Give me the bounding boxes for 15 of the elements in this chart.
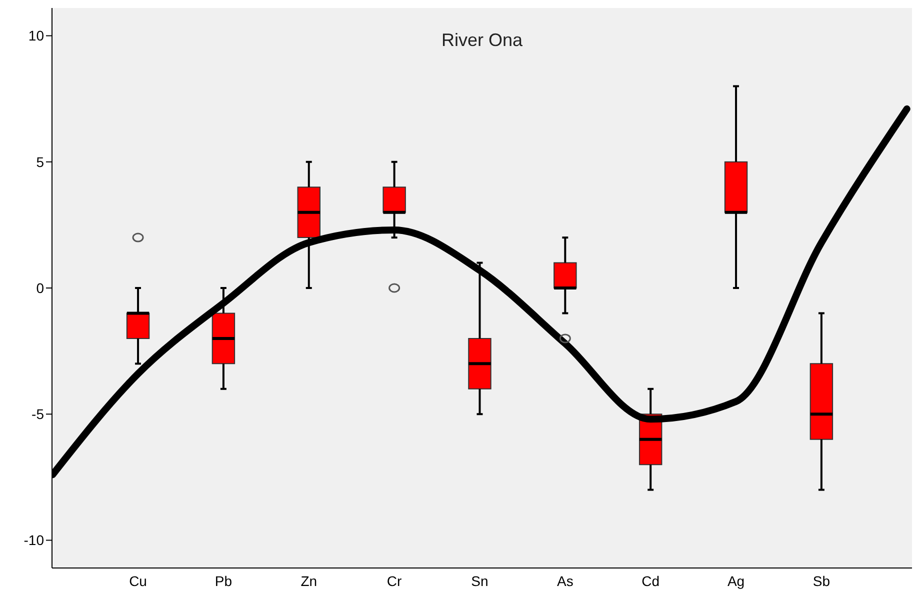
y-tick-label: 5: [36, 154, 44, 170]
x-tick-label: Zn: [300, 572, 318, 589]
y-tick-label: -5: [32, 406, 44, 422]
x-tick-label: Pb: [214, 572, 232, 589]
x-tick-label: Cd: [642, 572, 660, 589]
x-tick-label: Ag: [727, 572, 745, 589]
x-tick-label: Cu: [129, 572, 147, 589]
y-tick-label: 0: [36, 280, 44, 296]
text: River Ona: [440, 30, 524, 51]
x-tick-label: Cr: [386, 572, 402, 589]
x-tick-label: As: [556, 572, 574, 589]
x-tick-label: Sn: [471, 572, 488, 589]
y-tick-label: -10: [24, 532, 44, 548]
x-tick-label: Sb: [812, 572, 830, 589]
y-tick-label: 10: [28, 28, 44, 44]
